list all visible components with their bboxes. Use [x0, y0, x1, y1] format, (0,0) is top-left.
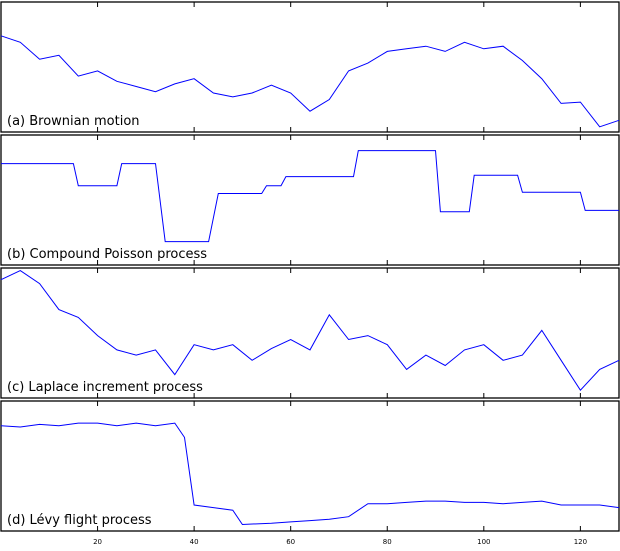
panel-label: (a) Brownian motion	[7, 114, 140, 129]
panel-frame	[0, 1, 620, 133]
data-line	[0, 270, 620, 392]
panel-frame	[0, 134, 620, 266]
x-tick-label: 100	[477, 538, 490, 546]
data-line	[0, 422, 620, 526]
data-line	[1, 150, 619, 243]
x-tick-label: 60	[286, 538, 295, 546]
panel-label: (d) Lévy flight process	[7, 513, 152, 528]
x-tick-label: 80	[383, 538, 392, 546]
data-line	[0, 35, 620, 128]
x-tick-label: 120	[574, 538, 587, 546]
x-tick-label: 40	[190, 538, 199, 546]
panel-frame	[0, 400, 620, 532]
x-tick-label: 20	[93, 538, 102, 546]
panel-label: (c) Laplace increment process	[7, 380, 203, 395]
panel-frame	[0, 267, 620, 399]
panel-label: (b) Compound Poisson process	[7, 247, 207, 262]
